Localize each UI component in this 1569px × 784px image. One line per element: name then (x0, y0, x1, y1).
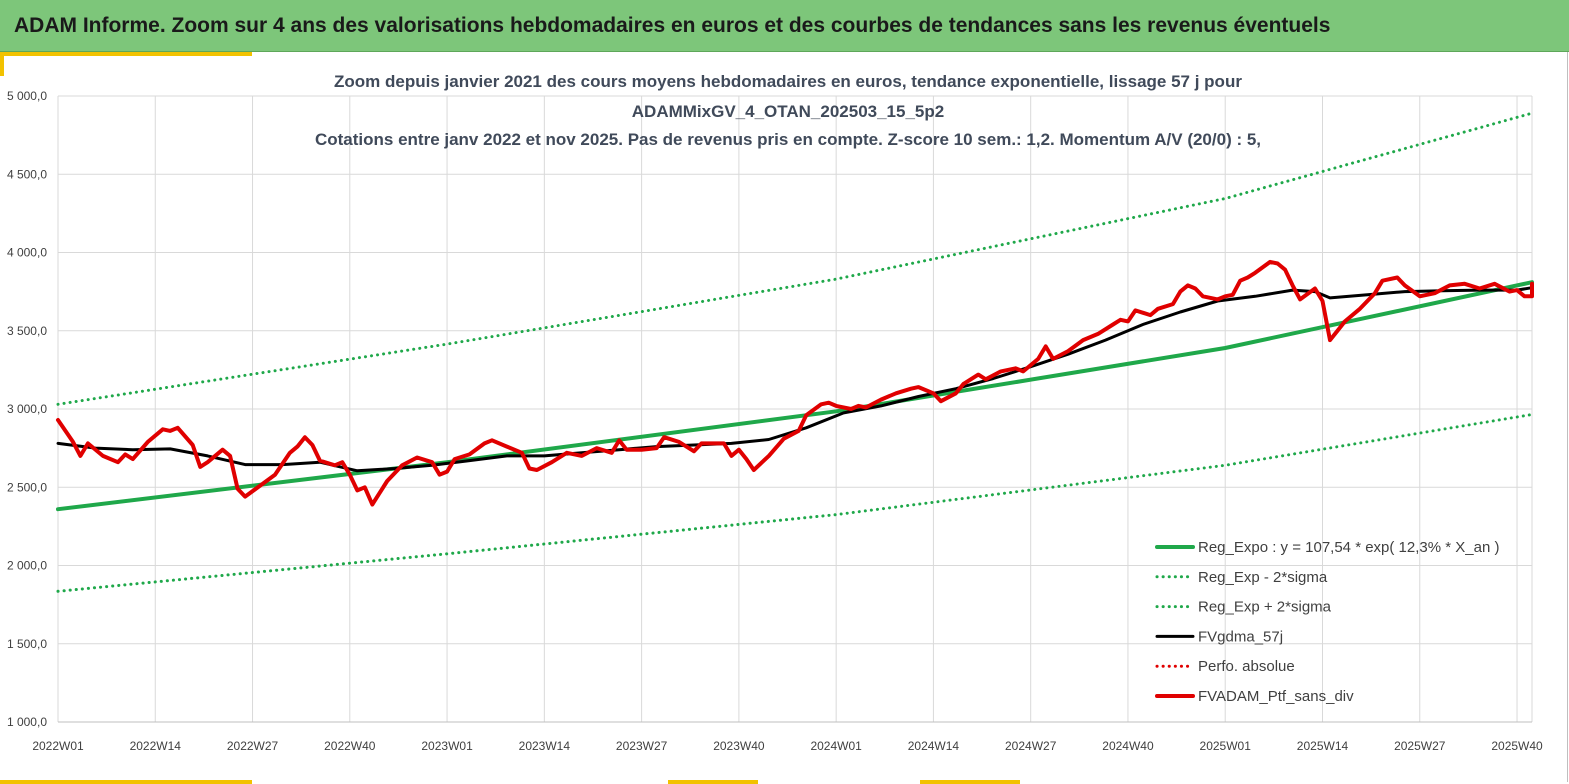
series-line-0 (56, 280, 1534, 512)
y-tick-label: 1 500,0 (7, 637, 47, 651)
series-line-5 (56, 259, 1534, 507)
x-tick-label: 2022W14 (130, 739, 182, 753)
accent-stripe-bottom-right (920, 780, 1020, 784)
accent-stripe-bottom-mid (668, 780, 758, 784)
x-tick-label: 2024W40 (1102, 739, 1154, 753)
x-tick-label: 2023W14 (519, 739, 571, 753)
chart-frame (0, 52, 1568, 782)
x-tick-label: 2025W40 (1491, 739, 1543, 753)
x-tick-label: 2023W01 (421, 739, 473, 753)
x-tick-label: 2022W40 (324, 739, 376, 753)
x-tick-label: 2025W01 (1200, 739, 1252, 753)
y-tick-label: 1 000,0 (7, 715, 47, 729)
x-tick-label: 2022W01 (32, 739, 84, 753)
x-tick-label: 2024W14 (908, 739, 960, 753)
series-line-3 (56, 283, 1534, 473)
y-axis-ticks: 1 000,0 1 500,0 2 000,0 2 500,0 3 000,0 3 500… (7, 89, 47, 729)
x-tick-label: 2024W27 (1005, 739, 1057, 753)
y-tick-label: 4 500,0 (7, 167, 47, 181)
x-tick-label: 2024W01 (810, 739, 862, 753)
series-line-1 (56, 413, 1534, 593)
header-bar: ADAM Informe. Zoom sur 4 ans des valoris… (0, 0, 1569, 52)
grid (57, 95, 1533, 723)
chart-title-line: Cotations entre janv 2022 et nov 2025. P… (315, 130, 1261, 149)
chart-title: Zoom depuis janvier 2021 des cours moyen… (315, 72, 1261, 149)
legend-label: Reg_Exp + 2*sigma (1198, 599, 1332, 616)
accent-stripe-bottom (0, 780, 252, 784)
legend-label: FVADAM_Ptf_sans_div (1198, 688, 1354, 705)
chart-title-line: Zoom depuis janvier 2021 des cours moyen… (334, 72, 1242, 91)
chart-title-line: ADAMMixGV_4_OTAN_202503_15_5p2 (632, 102, 944, 121)
y-tick-label: 2 500,0 (7, 480, 47, 494)
series-line-2 (56, 111, 1534, 406)
legend: Reg_Expo : y = 107,54 * exp( 12,3% * X_a… (1155, 539, 1499, 705)
x-tick-label: 2023W27 (616, 739, 668, 753)
y-tick-label: 4 000,0 (7, 246, 47, 260)
accent-stripe-top (0, 52, 252, 56)
x-tick-label: 2025W27 (1394, 739, 1446, 753)
x-tick-label: 2022W27 (227, 739, 279, 753)
legend-label: Perfo. absolue (1198, 658, 1295, 675)
y-tick-label: 2 000,0 (7, 559, 47, 573)
x-tick-label: 2025W14 (1297, 739, 1349, 753)
legend-label: Reg_Exp - 2*sigma (1198, 569, 1328, 586)
x-tick-label: 2023W40 (713, 739, 765, 753)
page-title: ADAM Informe. Zoom sur 4 ans des valoris… (14, 14, 1331, 37)
y-tick-label: 5 000,0 (7, 89, 47, 103)
x-axis-ticks: 2022W01 2022W14 2022W27 2022W40 2023W01 2023W… (32, 739, 1543, 753)
y-tick-label: 3 000,0 (7, 402, 47, 416)
legend-label: Reg_Expo : y = 107,54 * exp( 12,3% * X_a… (1198, 539, 1499, 556)
accent-stripe-left (0, 52, 4, 76)
series-group (56, 111, 1534, 593)
legend-label: FVgdma_57j (1198, 628, 1283, 645)
y-tick-label: 3 500,0 (7, 324, 47, 338)
